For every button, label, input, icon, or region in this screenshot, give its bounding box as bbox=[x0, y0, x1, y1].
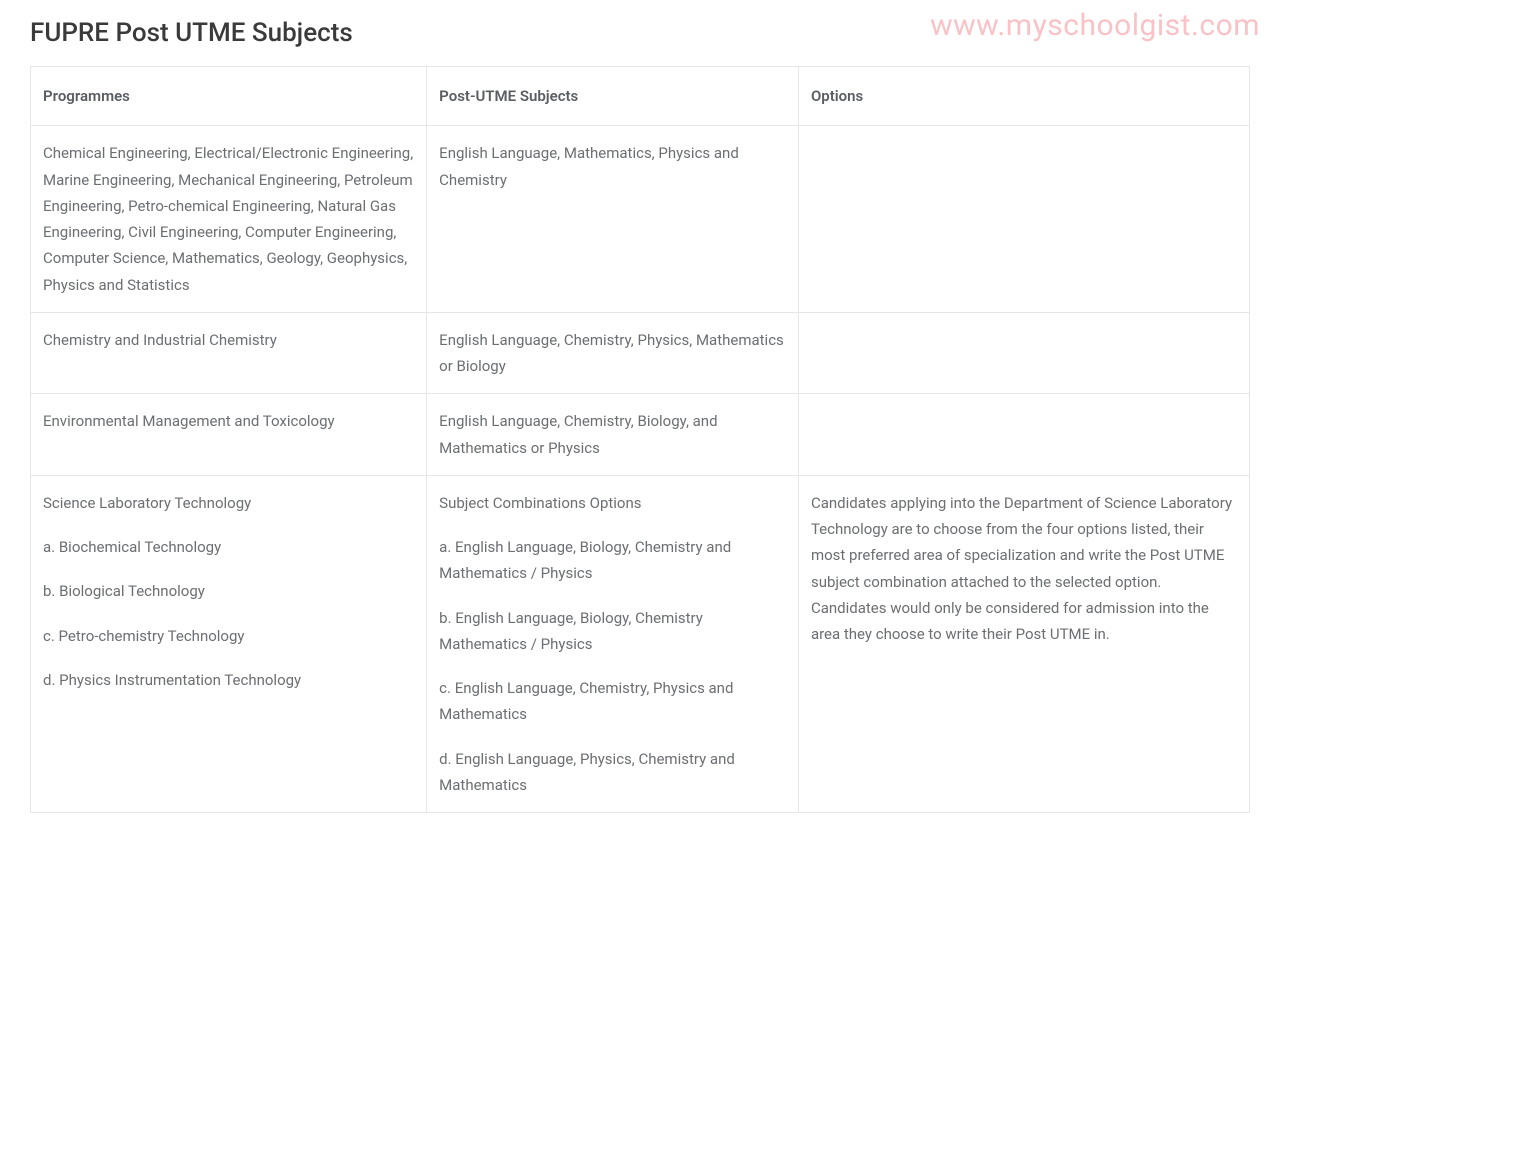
cell-paragraph: c. English Language, Chemistry, Physics … bbox=[439, 675, 786, 728]
cell-paragraph: Subject Combinations Options bbox=[439, 490, 786, 516]
cell-paragraph: b. Biological Technology bbox=[43, 578, 414, 604]
table-body: Chemical Engineering, Electrical/Electro… bbox=[31, 126, 1250, 813]
cell-paragraph: c. Petro-chemistry Technology bbox=[43, 623, 414, 649]
cell-subjects: Subject Combinations Options a. English L… bbox=[427, 475, 799, 812]
cell-paragraph: Science Laboratory Technology bbox=[43, 490, 414, 516]
col-header-subjects: Post-UTME Subjects bbox=[427, 67, 799, 126]
cell-programmes: Chemistry and Industrial Chemistry bbox=[31, 312, 427, 394]
cell-programmes: Environmental Management and Toxicology bbox=[31, 394, 427, 476]
col-header-options: Options bbox=[798, 67, 1249, 126]
table-row: Chemistry and Industrial ChemistryEnglis… bbox=[31, 312, 1250, 394]
cell-paragraph: b. English Language, Biology, Chemistry … bbox=[439, 605, 786, 658]
cell-subjects: English Language, Chemistry, Biology, an… bbox=[427, 394, 799, 476]
cell-options bbox=[798, 394, 1249, 476]
col-header-programmes: Programmes bbox=[31, 67, 427, 126]
subjects-table: Programmes Post-UTME Subjects Options Ch… bbox=[30, 66, 1250, 813]
cell-subjects: English Language, Mathematics, Physics a… bbox=[427, 126, 799, 313]
table-header: Programmes Post-UTME Subjects Options bbox=[31, 67, 1250, 126]
cell-paragraph: d. English Language, Physics, Chemistry … bbox=[439, 746, 786, 799]
cell-subjects: English Language, Chemistry, Physics, Ma… bbox=[427, 312, 799, 394]
cell-paragraph: a. Biochemical Technology bbox=[43, 534, 414, 560]
cell-programmes: Chemical Engineering, Electrical/Electro… bbox=[31, 126, 427, 313]
table-row: Chemical Engineering, Electrical/Electro… bbox=[31, 126, 1250, 313]
watermark-text: www.myschoolgist.com bbox=[930, 8, 1260, 43]
cell-options: Candidates applying into the Department … bbox=[798, 475, 1249, 812]
cell-paragraph: d. Physics Instrumentation Technology bbox=[43, 667, 414, 693]
cell-paragraph: a. English Language, Biology, Chemistry … bbox=[439, 534, 786, 587]
table-row: Environmental Management and ToxicologyE… bbox=[31, 394, 1250, 476]
page-container: www.myschoolgist.com FUPRE Post UTME Sub… bbox=[0, 0, 1280, 843]
table-row: Science Laboratory Technology a. Biochemi… bbox=[31, 475, 1250, 812]
cell-options bbox=[798, 312, 1249, 394]
cell-options bbox=[798, 126, 1249, 313]
cell-programmes: Science Laboratory Technology a. Biochemi… bbox=[31, 475, 427, 812]
